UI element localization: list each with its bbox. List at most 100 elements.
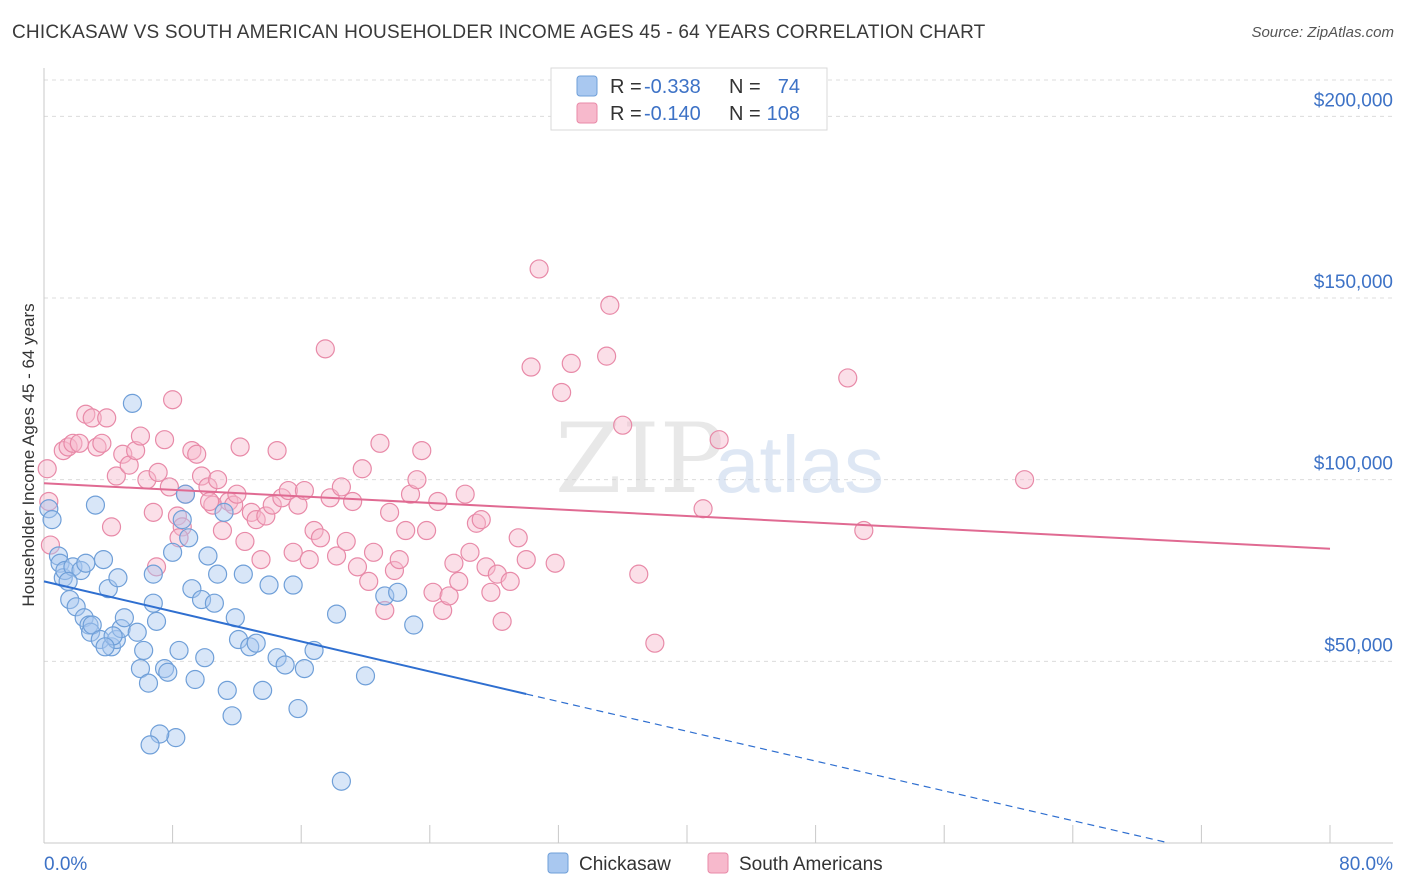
data-point [198,546,218,566]
data-point [283,575,303,595]
data-point [492,611,512,631]
data-point [275,655,295,675]
data-point [92,433,112,453]
trend-line-chickasaw-extension [526,693,1170,844]
data-point [294,480,315,501]
legend-n-value-2: 108 [767,103,800,125]
data-point [375,586,395,606]
data-point [545,553,565,573]
data-point [310,528,331,548]
data-point [166,728,186,748]
data-point [693,499,713,519]
source-label: Source: ZipAtlas.com [1251,24,1394,41]
legend-r-value-2: -0.140 [644,103,701,125]
data-point [412,441,432,461]
data-point [82,615,102,635]
data-point [204,593,224,613]
legend-r-value-1: -0.338 [644,76,701,98]
stats-legend: R = -0.338 N = 74 R = -0.140 N = 108 [550,67,828,131]
data-point [140,735,160,755]
data-point [126,441,146,461]
data-point [326,546,347,566]
trend-line-south-americans [43,482,1331,550]
legend-swatch-chickasaw [576,75,598,97]
data-point [154,658,175,679]
data-point [108,568,128,588]
data-point [481,582,501,602]
x-tick-min: 0.0% [44,854,87,875]
data-point [114,608,134,628]
data-point [645,633,665,653]
data-point [416,520,437,541]
data-point [613,415,633,435]
data-point [521,357,541,377]
data-point [235,531,255,552]
data-point [39,491,59,512]
bottom-legend-south-americans: South Americans [739,854,883,875]
data-point [396,520,416,541]
data-point [37,459,57,479]
data-point [600,295,620,315]
data-point [315,339,335,359]
data-point [143,564,163,584]
legend-swatch-south-americans [576,102,598,124]
legend-r-label-1: R = [610,76,642,98]
data-point [76,553,96,573]
data-point [267,648,287,668]
data-point [449,571,469,592]
data-point [508,528,528,548]
data-point [246,633,266,653]
bottom-legend-swatch-chickasaw [547,852,569,874]
data-point [158,662,178,682]
data-point [185,669,205,690]
watermark-zip: ZIP [555,403,724,515]
y-tick-label: $150,000 [1314,272,1393,293]
data-point [143,593,163,613]
data-point [230,437,250,457]
data-point [460,542,480,562]
data-point [259,575,279,595]
data-point [331,771,351,791]
data-point [476,557,496,577]
data-point [95,637,115,657]
data-point [85,495,106,515]
data-point [222,706,242,726]
data-point [154,430,175,450]
data-point [288,698,308,719]
data-point [500,571,520,592]
trend-lines [43,482,1331,844]
data-point [191,589,212,610]
data-point [380,502,400,522]
data-point [76,404,96,424]
data-point [98,579,118,599]
data-point [208,470,228,490]
data-point [66,597,86,617]
data-point [212,520,233,541]
data-point [224,495,244,515]
data-point [130,426,151,446]
data-point [69,433,89,453]
data-point [39,499,59,519]
data-point [113,444,133,464]
watermark: ZIP atlas [555,403,884,515]
data-point [172,510,192,530]
data-point [347,557,368,577]
legend-n-label-2: N = [729,103,761,125]
data-point [195,648,215,668]
data-point [331,477,351,497]
data-point [103,626,123,646]
y-tick-label: $50,000 [1324,635,1393,656]
data-point [423,582,443,602]
data-point [187,444,207,464]
data-point [363,542,384,562]
data-point [191,466,212,486]
data-point [352,459,372,479]
legend-r-label-2: R = [610,103,642,125]
data-point [355,666,376,686]
legend-n-label-1: N = [729,76,761,98]
data-point [439,586,459,606]
x-tick-max: 80.0% [1339,854,1393,875]
trend-line-chickasaw [43,580,527,696]
data-point [122,393,143,413]
data-point [561,353,581,373]
